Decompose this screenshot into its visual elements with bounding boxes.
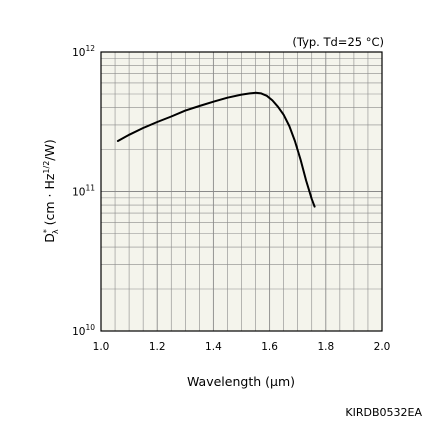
y-tick-labels: 1010 1011 1012 — [72, 44, 95, 338]
x-tick-label: 1.0 — [93, 341, 110, 353]
y-tick-label: 1012 — [72, 44, 95, 59]
y-axis-unit-open: (cm · Hz — [42, 173, 57, 229]
condition-note: (Typ. Td=25 °C) — [292, 35, 384, 49]
x-tick-labels: 1.0 1.2 1.4 1.6 1.8 2.0 — [93, 341, 391, 353]
y-axis-unit-sup: 1/2 — [42, 161, 51, 174]
x-tick-label: 1.6 — [261, 341, 278, 353]
y-tick-label: 1010 — [72, 323, 95, 338]
detectivity-curve — [116, 91, 316, 208]
x-tick-label: 1.2 — [149, 341, 166, 353]
y-axis-symbol-sub: λ — [51, 229, 60, 234]
figure-code: KIRDB0532EA — [345, 406, 422, 419]
x-tick-label: 1.4 — [205, 341, 222, 353]
plot-frame — [100, 51, 383, 332]
y-axis-symbol: D — [42, 233, 57, 243]
x-axis-title: Wavelength (μm) — [187, 374, 295, 389]
y-axis-unit-close: /W) — [42, 139, 57, 160]
x-tick-label: 2.0 — [374, 341, 391, 353]
y-axis-symbol-sup: * — [42, 229, 51, 233]
x-tick-label: 1.8 — [317, 341, 334, 353]
y-tick-label: 1011 — [72, 184, 95, 199]
y-axis-title: D*λ (cm · Hz1/2/W) — [42, 139, 60, 242]
